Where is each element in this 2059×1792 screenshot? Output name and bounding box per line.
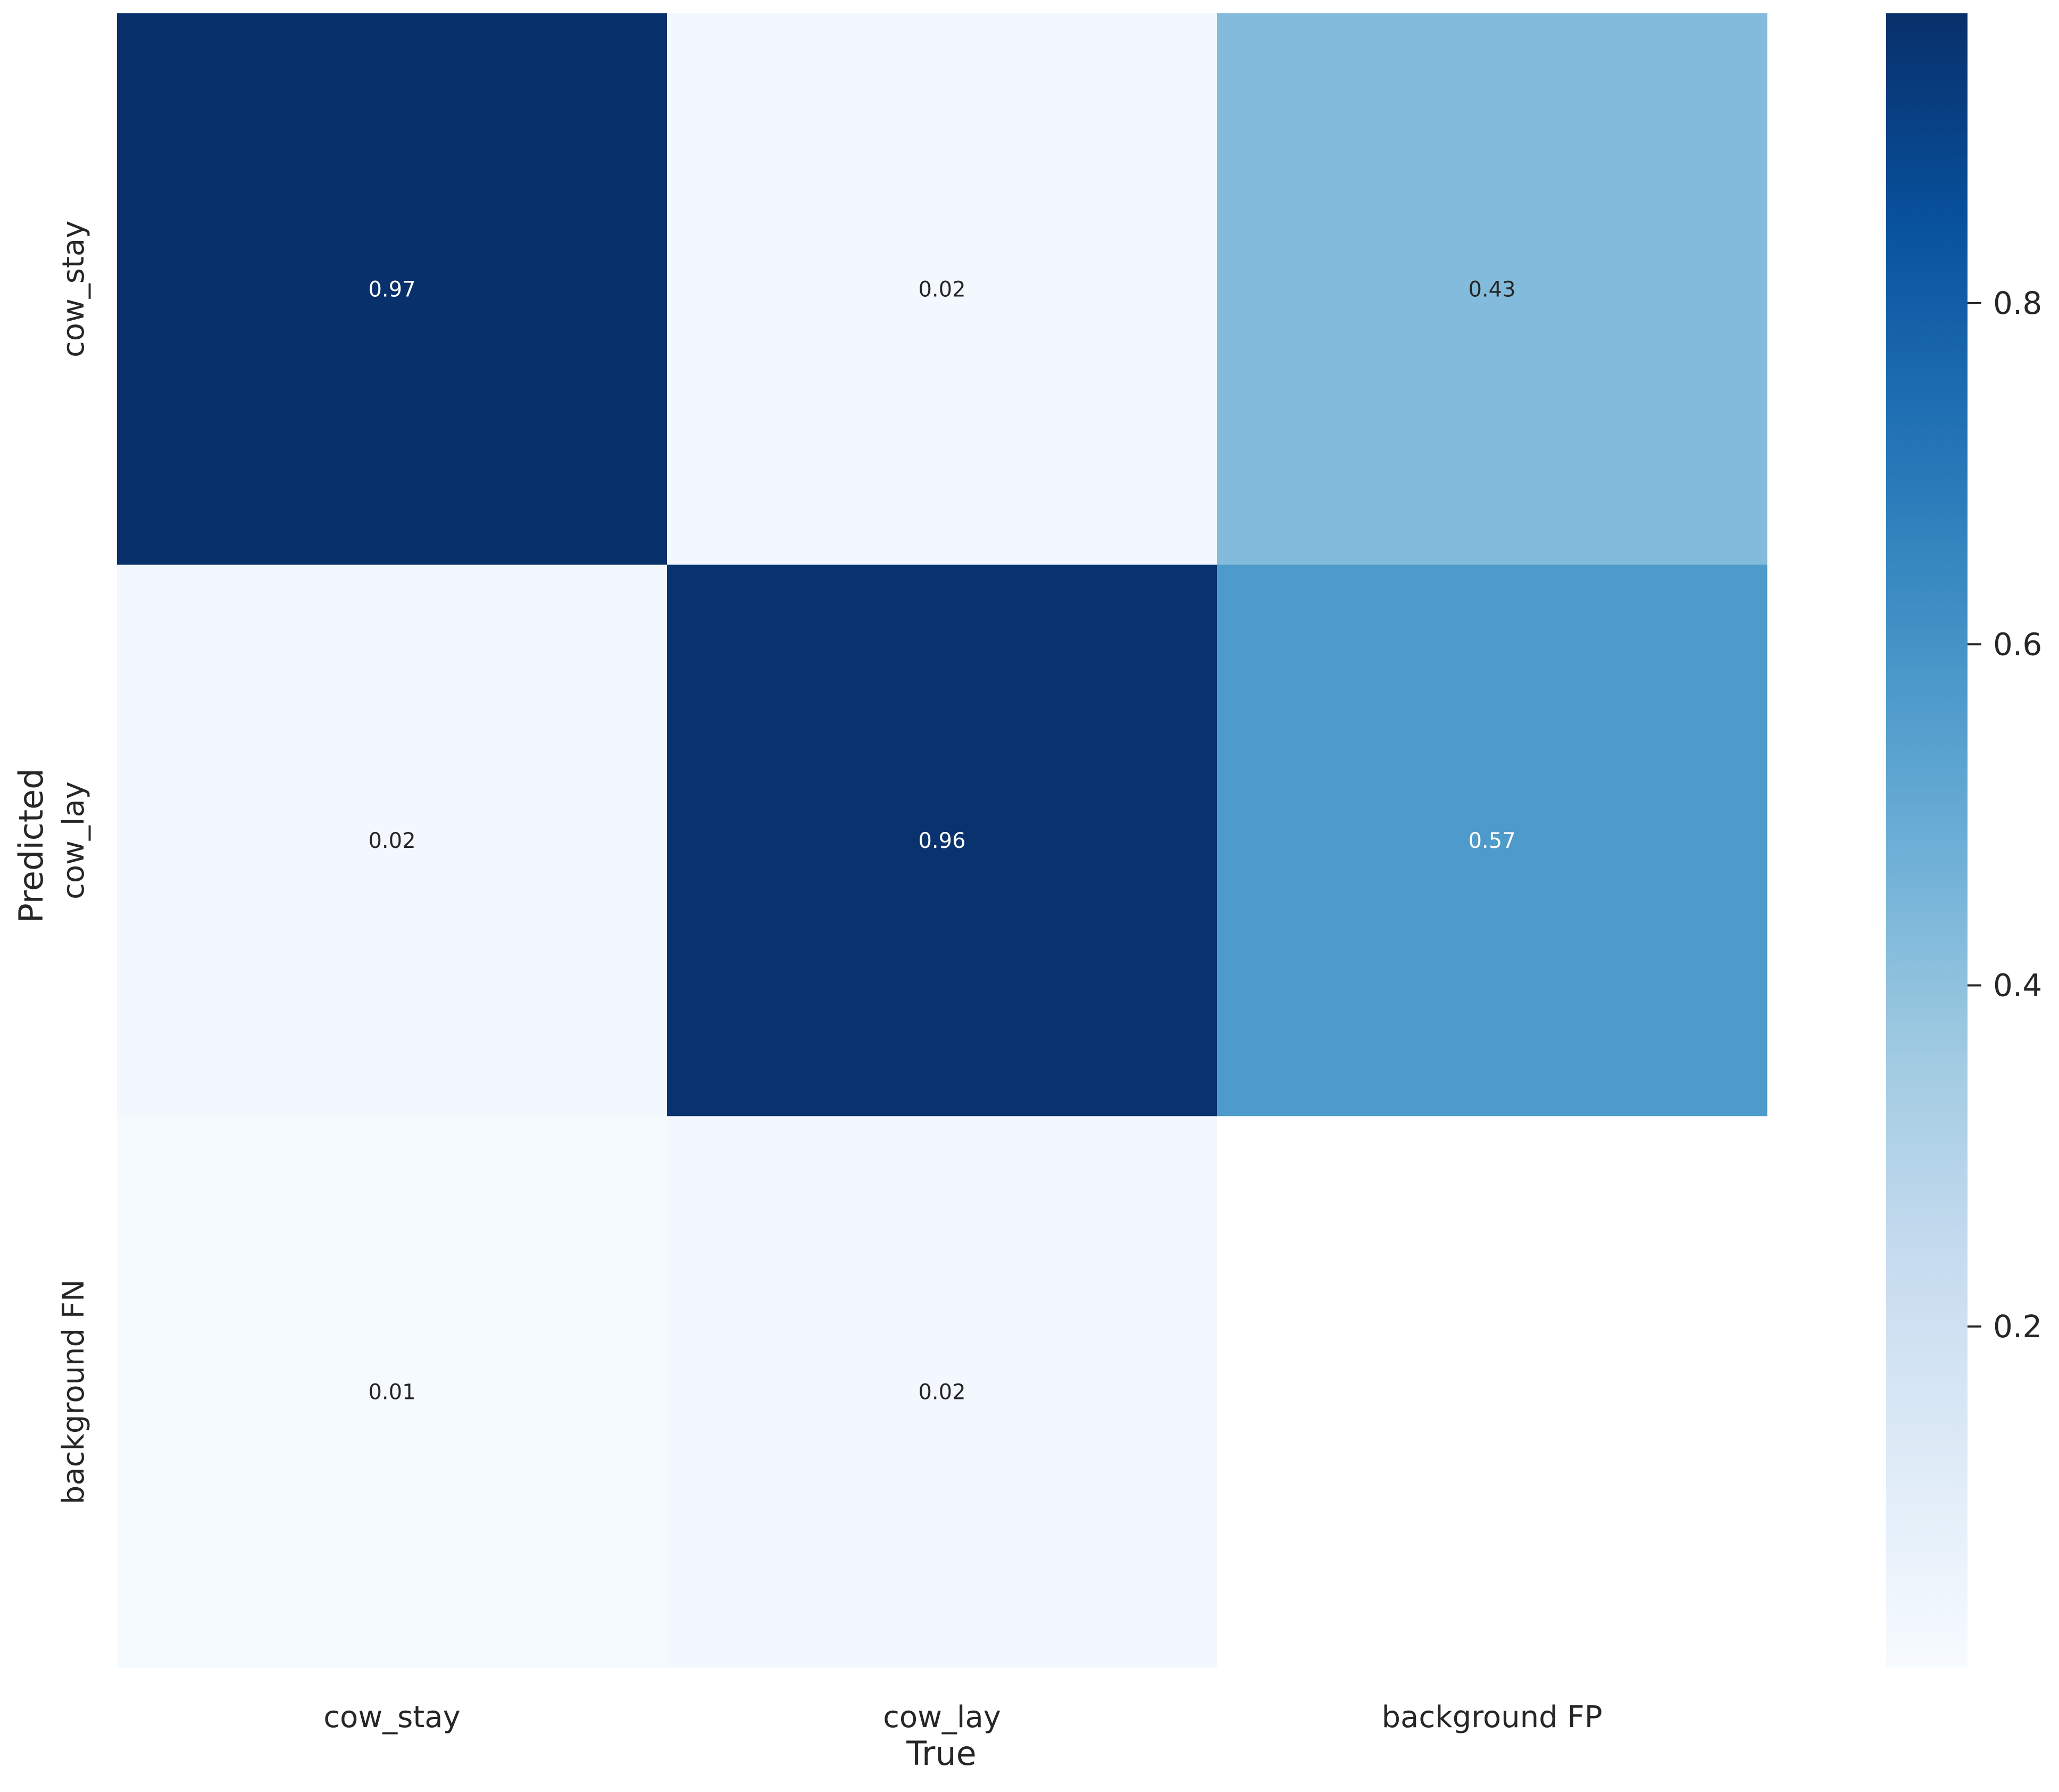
heatmap-cell-r2-c2 (1217, 1116, 1768, 1668)
x-tick-label-2: background FP (1382, 1700, 1603, 1735)
x-axis-title: True (906, 1734, 977, 1773)
y-axis-title: Predicted (12, 768, 51, 923)
cell-value-label-r0-c2: 0.43 (1468, 277, 1515, 302)
colorbar-tick-label-2: 0.6 (1993, 626, 2042, 662)
colorbar: 0.2 0.4 0.6 0.8 (1886, 13, 2042, 1668)
heatmap-cell-r1-c0 (117, 564, 668, 1116)
heatmap-cell-r0-c1 (667, 13, 1218, 565)
colorbar-tick-label-0: 0.2 (1993, 1308, 2042, 1345)
cell-value-label-r0-c1: 0.02 (918, 277, 965, 302)
colorbar-tick-label-3: 0.8 (1993, 285, 2042, 321)
heatmap-cell-r0-c2 (1217, 13, 1768, 565)
cell-value-label-r2-c1: 0.02 (918, 1380, 965, 1405)
heatmap-cell-r0-c0 (117, 13, 668, 565)
colorbar-gradient (1886, 13, 1968, 1668)
cell-value-label-r0-c0: 0.97 (368, 277, 415, 302)
y-tick-label-0: cow_stay (56, 221, 91, 357)
cell-value-label-r1-c2: 0.57 (1468, 829, 1515, 853)
y-tick-label-2: background FN (56, 1279, 91, 1504)
heatmap-grid: 0.97 0.02 0.43 0.02 0.96 0.57 0.01 0.02 (117, 13, 1768, 1668)
heatmap-cell-r1-c2 (1217, 564, 1768, 1116)
heatmap-cell-r1-c1 (667, 564, 1218, 1116)
heatmap-cell-r2-c1 (667, 1116, 1218, 1668)
x-tick-label-0: cow_stay (323, 1700, 460, 1735)
cell-value-label-r1-c1: 0.96 (918, 829, 965, 853)
x-tick-labels: cow_stay cow_lay background FP (323, 1700, 1602, 1735)
cell-value-label-r2-c0: 0.01 (368, 1380, 415, 1405)
cell-value-label-r1-c0: 0.02 (368, 829, 415, 853)
heatmap-cell-r2-c0 (117, 1116, 668, 1668)
colorbar-tick-label-1: 0.4 (1993, 968, 2042, 1004)
colorbar-ticks: 0.2 0.4 0.6 0.8 (1968, 285, 2042, 1345)
x-tick-label-1: cow_lay (883, 1700, 1001, 1735)
y-tick-labels: cow_stay cow_lay background FN (56, 221, 91, 1505)
y-tick-label-1: cow_lay (56, 781, 91, 899)
